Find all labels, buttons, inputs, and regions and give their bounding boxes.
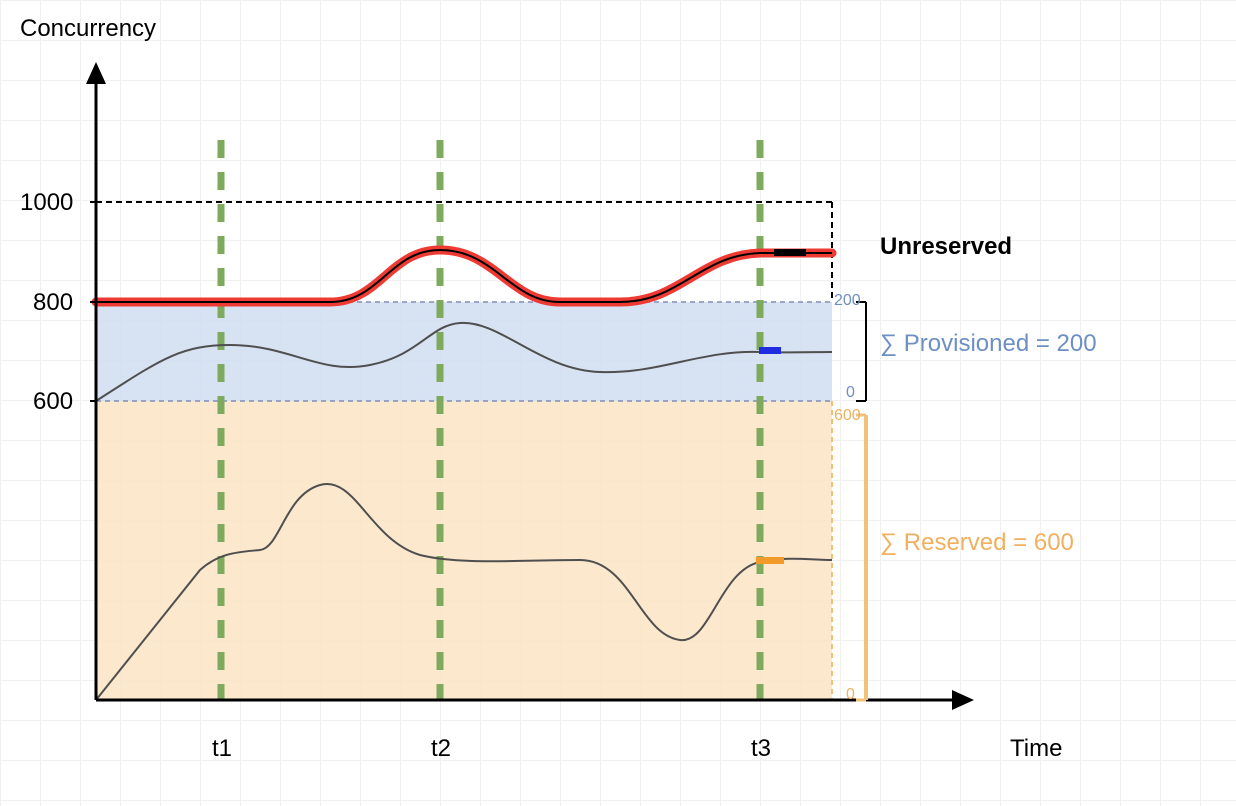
reserved-region <box>96 401 832 700</box>
provisioned-bracket-top-value: 200 <box>834 292 861 310</box>
provisioned-curve-marker <box>759 347 781 354</box>
reserved-curve-marker <box>756 557 784 564</box>
ytick-label-600: 600 <box>33 388 73 416</box>
ytick-label-800: 800 <box>33 289 73 317</box>
provisioned-label: ∑ Provisioned = 200 <box>880 330 1097 358</box>
provisioned-bracket-bottom-value: 0 <box>846 384 855 402</box>
xtick-label-t1: t1 <box>212 735 232 763</box>
reserved-label: ∑ Reserved = 600 <box>880 529 1074 557</box>
provisioned-region <box>96 302 832 401</box>
y-axis-title: Concurrency <box>20 15 156 43</box>
ytick-label-1000: 1000 <box>20 189 73 217</box>
unreserved-red-line <box>96 250 832 302</box>
reserved-bracket-bottom-value: 0 <box>846 686 855 704</box>
x-axis-title: Time <box>1010 735 1062 763</box>
reserved-bracket-top-value: 600 <box>834 407 861 425</box>
xtick-label-t3: t3 <box>751 735 771 763</box>
chart-svg <box>0 0 1236 806</box>
y-axis-arrow <box>86 62 106 84</box>
x-axis-arrow <box>952 690 974 710</box>
unreserved-label: Unreserved <box>880 233 1012 261</box>
xtick-label-t2: t2 <box>431 735 451 763</box>
unreserved-curve-marker <box>774 249 806 256</box>
